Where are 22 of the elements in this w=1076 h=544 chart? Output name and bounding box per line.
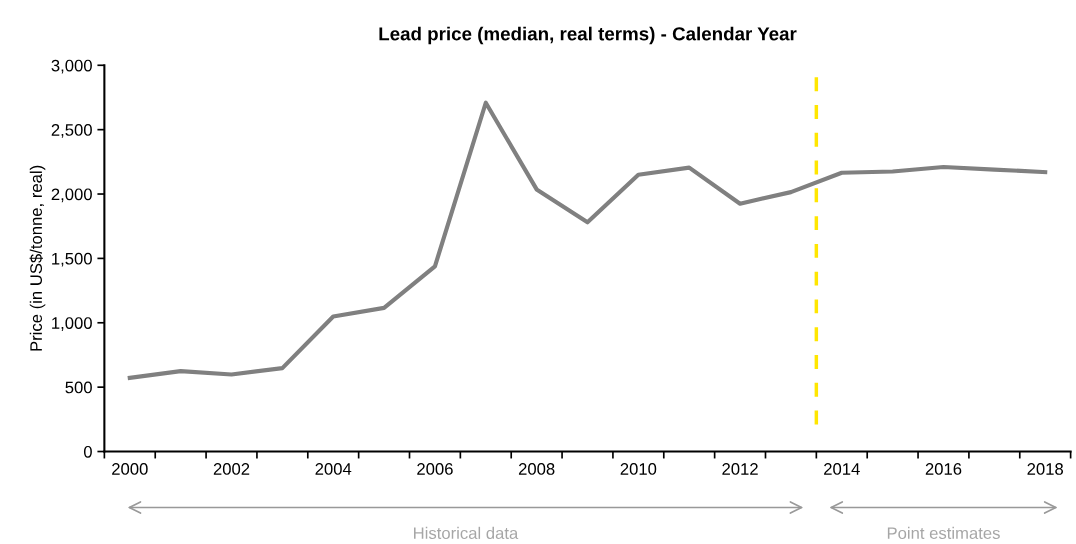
x-tick-label: 2018 bbox=[1027, 463, 1064, 475]
y-tick-label: 3,000 bbox=[51, 59, 92, 74]
y-tick-label: 2,500 bbox=[51, 124, 92, 138]
y-tick-label: 1,500 bbox=[52, 252, 92, 267]
x-tick-label: 2012 bbox=[722, 463, 758, 475]
x-tick-label: 2008 bbox=[518, 463, 555, 475]
text: Point estimates bbox=[887, 526, 1000, 540]
x-tick-label: 2014 bbox=[824, 463, 860, 475]
x-tick-label: 2006 bbox=[417, 463, 453, 475]
x-tick-label: 2000 bbox=[112, 463, 148, 475]
x-tick-label: 2016 bbox=[925, 463, 962, 475]
line-series bbox=[127, 100, 1048, 380]
text: Historical data bbox=[414, 526, 519, 540]
x-tick-label: 2002 bbox=[213, 463, 250, 475]
x-tick-label: 2010 bbox=[620, 463, 657, 475]
chart-title: Lead price (median, real terms) - Calendar Year bbox=[379, 26, 797, 45]
y-tick-label: 0 bbox=[83, 445, 92, 458]
y-tick-label: 1,000 bbox=[52, 317, 92, 331]
y-tick-label: 500 bbox=[65, 381, 92, 394]
y-tick-label: 2,000 bbox=[51, 188, 92, 203]
x-tick-label: 2004 bbox=[315, 463, 352, 475]
y-axis-title: Price (in US$/tonne, real) bbox=[29, 165, 46, 351]
